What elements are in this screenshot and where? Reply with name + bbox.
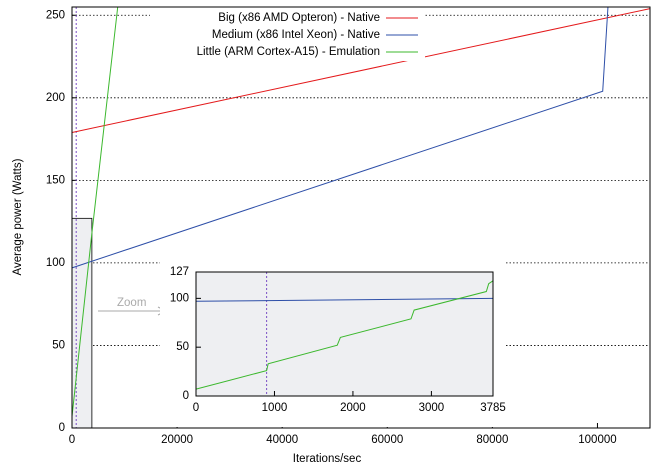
x-tick-label: 1000 bbox=[262, 402, 288, 414]
y-tick-label: 100 bbox=[170, 292, 189, 304]
series-line bbox=[195, 280, 494, 390]
plot-frame bbox=[195, 271, 494, 397]
y-tick-label: 50 bbox=[176, 341, 189, 353]
x-tick-label: 3000 bbox=[419, 402, 445, 414]
y-tick-label: 127 bbox=[170, 266, 189, 278]
y-tick-label: 50 bbox=[52, 339, 65, 351]
x-tick-label: 40000 bbox=[266, 434, 298, 446]
x-tick-label: 3785 bbox=[480, 402, 506, 414]
x-tick-label: 0 bbox=[69, 434, 75, 446]
y-tick-label: 200 bbox=[46, 92, 65, 104]
x-tick-label: 100000 bbox=[578, 434, 616, 446]
x-axis-label: Iterations/sec bbox=[293, 453, 362, 465]
y-tick-label: 0 bbox=[59, 422, 65, 434]
x-tick-label: 60000 bbox=[371, 434, 403, 446]
inset-background bbox=[196, 272, 493, 396]
x-tick-label: 0 bbox=[193, 402, 199, 414]
y-axis-label: Average power (Watts) bbox=[12, 158, 24, 275]
x-tick-label: 2000 bbox=[340, 402, 366, 414]
y-tick-label: 0 bbox=[183, 390, 189, 402]
y-tick-label: 100 bbox=[46, 257, 65, 269]
y-tick-label: 150 bbox=[46, 174, 65, 186]
y-tick-label: 250 bbox=[46, 9, 65, 21]
plot-frame bbox=[71, 6, 651, 429]
legend-label: Medium (x86 Intel Xeon) - Native bbox=[212, 29, 380, 41]
series-line bbox=[195, 297, 494, 302]
series-line bbox=[71, 8, 651, 133]
x-tick-label: 20000 bbox=[161, 434, 193, 446]
series-line bbox=[71, 6, 119, 417]
series-line bbox=[71, 6, 609, 269]
legend-label: Big (x86 AMD Opteron) - Native bbox=[218, 12, 380, 24]
x-tick-label: 80000 bbox=[476, 434, 508, 446]
annotation: Zoom bbox=[117, 297, 146, 309]
legend-label: Little (ARM Cortex-A15) - Emulation bbox=[197, 46, 380, 58]
legend-background bbox=[150, 9, 425, 61]
